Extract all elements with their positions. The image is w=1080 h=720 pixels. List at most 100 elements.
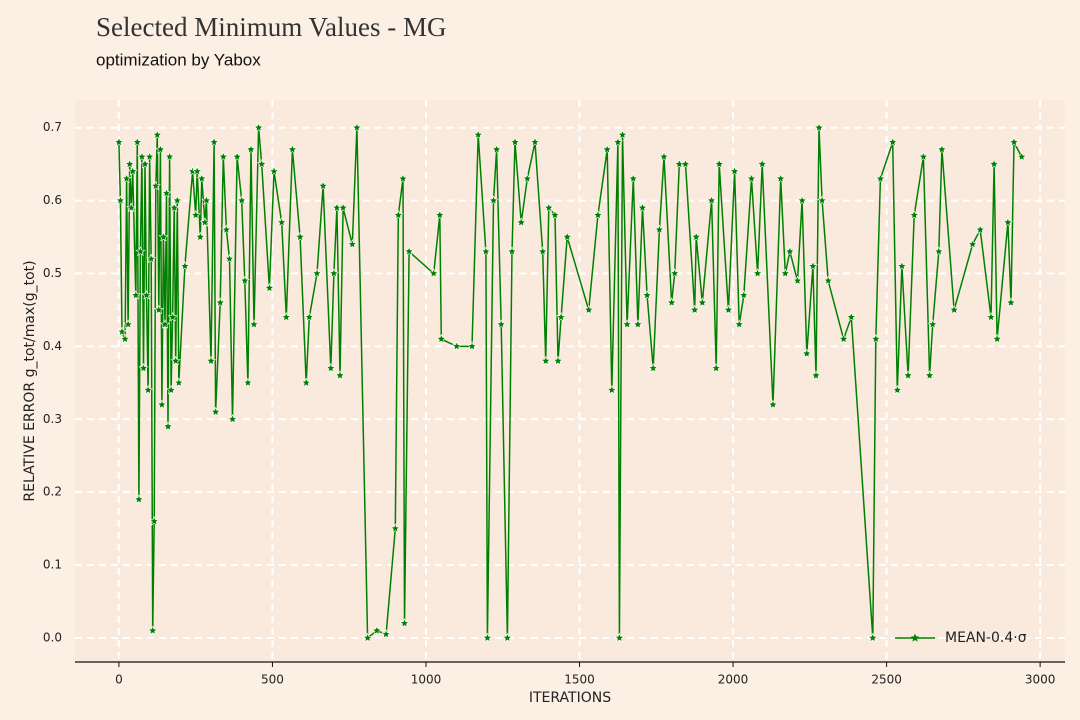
- point-marker: [814, 122, 825, 132]
- x-tick-label: 0: [115, 673, 123, 687]
- point-marker: [236, 195, 247, 205]
- series-line: [118, 127, 1023, 640]
- y-tick-label: 0.2: [43, 485, 62, 499]
- point-marker: [516, 217, 527, 227]
- point-marker: [658, 151, 669, 162]
- point-marker: [221, 224, 232, 235]
- point-marker: [697, 297, 708, 307]
- point-marker: [606, 384, 617, 395]
- point-marker: [351, 122, 362, 132]
- point-marker: [397, 173, 408, 184]
- point-marker: [304, 311, 315, 322]
- point-marker: [602, 144, 613, 154]
- plot-area: [75, 100, 1065, 662]
- point-marker: [209, 137, 220, 147]
- point-marker: [936, 144, 947, 154]
- point-marker: [123, 319, 134, 329]
- point-marker: [338, 202, 349, 213]
- point-marker: [196, 173, 207, 184]
- point-marker: [738, 290, 749, 300]
- point-marker: [115, 195, 126, 205]
- point-marker: [887, 137, 898, 147]
- point-marker: [224, 253, 235, 264]
- point-marker: [159, 319, 171, 329]
- point-marker: [264, 282, 275, 293]
- point-marker: [428, 268, 439, 278]
- point-marker: [404, 246, 415, 256]
- point-marker: [215, 297, 226, 307]
- legend-marker: [910, 633, 920, 642]
- point-marker: [149, 516, 160, 526]
- point-marker: [155, 144, 166, 154]
- point-marker: [116, 326, 128, 337]
- point-marker: [583, 304, 594, 315]
- point-marker: [218, 151, 229, 162]
- point-marker: [666, 297, 677, 307]
- x-tick-label: 2000: [718, 673, 749, 687]
- point-marker: [838, 333, 849, 344]
- point-marker: [867, 632, 878, 643]
- point-marker: [680, 158, 691, 169]
- point-marker: [113, 137, 124, 147]
- point-marker: [714, 158, 725, 169]
- point-marker: [801, 348, 812, 358]
- point-marker: [144, 151, 155, 162]
- point-marker: [543, 202, 554, 213]
- point-marker: [927, 319, 938, 329]
- point-marker: [933, 246, 944, 256]
- point-marker: [328, 268, 339, 278]
- point-marker: [992, 333, 1003, 344]
- x-axis-label: ITERATIONS: [529, 690, 611, 706]
- point-marker: [169, 202, 180, 213]
- point-marker: [268, 166, 280, 176]
- point-marker: [540, 355, 551, 366]
- point-marker: [347, 239, 358, 249]
- point-marker: [161, 188, 172, 198]
- point-marker: [562, 231, 573, 242]
- y-tick-label: 0.6: [43, 193, 62, 207]
- point-marker: [138, 362, 149, 373]
- point-marker: [434, 209, 445, 220]
- point-marker: [846, 311, 857, 322]
- point-marker: [870, 333, 881, 344]
- point-marker: [784, 246, 795, 256]
- x-tick-label: 2500: [871, 673, 902, 687]
- point-marker: [120, 333, 131, 344]
- point-marker: [807, 260, 818, 271]
- point-marker: [210, 406, 221, 417]
- point-marker: [199, 217, 210, 227]
- point-marker: [875, 173, 886, 184]
- point-marker: [522, 173, 533, 184]
- point-marker: [334, 370, 346, 380]
- point-marker: [192, 166, 203, 176]
- point-marker: [399, 618, 410, 628]
- point-marker: [371, 625, 382, 635]
- point-marker: [989, 158, 1000, 169]
- point-marker: [622, 319, 633, 329]
- point-marker: [896, 260, 907, 271]
- point-marker: [239, 275, 250, 286]
- chart-subtitle: optimization by Yabox: [96, 50, 261, 69]
- point-marker: [153, 304, 164, 315]
- point-marker: [248, 319, 260, 329]
- point-marker: [529, 137, 541, 147]
- point-marker: [482, 632, 493, 643]
- point-marker: [256, 158, 267, 169]
- point-marker: [163, 421, 174, 431]
- point-marker: [232, 151, 243, 162]
- point-marker: [746, 173, 757, 184]
- y-tick-label: 0.3: [43, 412, 62, 426]
- point-marker: [1016, 151, 1027, 162]
- point-marker: [918, 151, 929, 162]
- y-tick-label: 0.1: [43, 558, 62, 572]
- point-marker: [510, 137, 521, 147]
- point-marker: [617, 129, 628, 140]
- point-marker: [1002, 217, 1013, 227]
- point-marker: [823, 275, 834, 286]
- point-marker: [143, 384, 154, 395]
- point-marker: [173, 377, 184, 388]
- point-marker: [488, 195, 499, 205]
- point-marker: [967, 239, 978, 249]
- point-marker: [817, 195, 828, 205]
